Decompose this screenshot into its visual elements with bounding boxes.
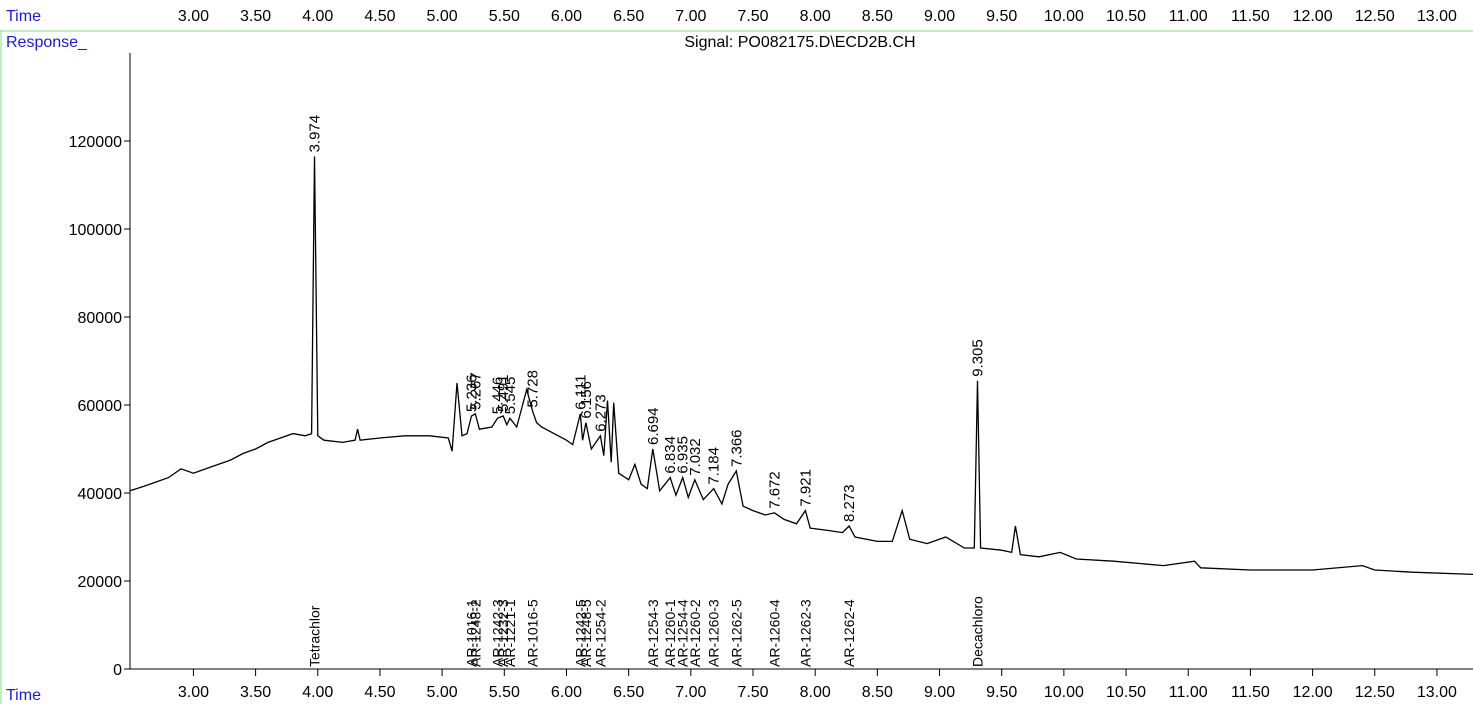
- peak-label: 6.834: [662, 436, 679, 474]
- peak-label: 7.366: [728, 429, 745, 467]
- top-x-tick-label: 11.50: [1231, 8, 1270, 25]
- y-tick-label: 80000: [78, 310, 123, 327]
- y-label: Response_: [6, 34, 88, 51]
- compound-label: Decachloro: [969, 596, 985, 667]
- peak-label: 5.728: [525, 370, 542, 408]
- signal-trace: [129, 156, 1473, 576]
- compound-label: AR-1242-3: [490, 599, 506, 667]
- x-tick-label: 4.50: [364, 684, 395, 701]
- compound-label: AR-1262-4: [841, 599, 857, 667]
- compound-label: AR-1242-5: [572, 599, 588, 667]
- peak-label: 6.111: [572, 374, 589, 409]
- top-x-tick-label: 10.00: [1044, 8, 1084, 25]
- x-tick-label: 8.00: [800, 684, 831, 701]
- peak-label: 9.305: [969, 339, 986, 377]
- top-x-tick-label: 3.00: [178, 8, 209, 25]
- top-x-tick-label: 11.00: [1169, 8, 1208, 25]
- x-tick-label: 5.50: [489, 684, 520, 701]
- chart-title: Signal: PO082175.D\ECD2B.CH: [684, 34, 915, 51]
- x-tick-label: 6.50: [613, 684, 644, 701]
- compound-label: AR-1232-3: [495, 599, 511, 667]
- peak-label: 3.974: [307, 115, 324, 153]
- compound-label: AR-1016-5: [525, 599, 541, 667]
- peak-label: 6.694: [645, 407, 662, 445]
- compound-label: AR-1016-1: [463, 599, 479, 667]
- x-tick-label: 5.00: [427, 684, 458, 701]
- y-tick-label: 60000: [78, 398, 123, 415]
- y-tick-label: 100000: [69, 222, 122, 239]
- top-x-tick-label: 12.00: [1293, 8, 1333, 25]
- y-tick-label: 0: [113, 662, 122, 679]
- x-tick-label: 11.00: [1169, 684, 1208, 701]
- top-x-tick-label: 7.00: [675, 8, 706, 25]
- top-x-tick-label: 3.50: [240, 8, 271, 25]
- x-tick-label: 8.50: [862, 684, 893, 701]
- peak-label: 5.267: [467, 372, 484, 410]
- x-label: Time: [6, 687, 41, 704]
- x-tick-label: 11.50: [1231, 684, 1270, 701]
- peak-label: 8.273: [841, 484, 858, 522]
- peak-label: 6.935: [675, 436, 692, 474]
- compound-label: AR-1248-2: [467, 599, 483, 667]
- x-tick-label: 3.00: [178, 684, 209, 701]
- top-x-tick-label: 7.50: [737, 8, 768, 25]
- x-tick-label: 7.50: [737, 684, 768, 701]
- top-x-tick-label: 4.50: [364, 8, 395, 25]
- peak-label: 5.491: [495, 374, 512, 412]
- top-x-tick-label: 13.00: [1417, 8, 1457, 25]
- compound-label: Tetrachlor: [307, 605, 323, 667]
- peak-label: 7.184: [706, 447, 723, 485]
- peak-label: 6.156: [578, 381, 595, 419]
- compound-label: AR-1260-3: [706, 599, 722, 667]
- compound-label: AR-1221-1: [502, 599, 518, 667]
- top-x-tick-label: 4.00: [302, 8, 333, 25]
- compound-label: AR-1254-2: [592, 599, 608, 667]
- peak-label: 5.236: [463, 374, 480, 412]
- top-x-tick-label: 10.50: [1106, 8, 1146, 25]
- top-x-tick-label: 8.50: [862, 8, 893, 25]
- top-x-label: Time: [6, 8, 41, 25]
- x-tick-label: 9.00: [924, 684, 955, 701]
- x-tick-label: 3.50: [240, 684, 271, 701]
- compound-label: AR-1260-4: [766, 599, 782, 667]
- peak-label: 5.545: [502, 377, 519, 415]
- top-x-tick-label: 8.00: [800, 8, 831, 25]
- top-x-tick-label: 6.00: [551, 8, 582, 25]
- x-tick-label: 12.50: [1355, 684, 1395, 701]
- top-x-tick-label: 9.50: [986, 8, 1017, 25]
- top-x-tick-label: 12.50: [1355, 8, 1395, 25]
- peak-label: 7.032: [687, 438, 704, 476]
- compound-label: AR-1248-5: [578, 599, 594, 667]
- peak-label: 5.446: [490, 377, 507, 415]
- x-tick-label: 10.50: [1106, 684, 1146, 701]
- x-tick-label: 6.00: [551, 684, 582, 701]
- peak-label: 6.273: [592, 394, 609, 432]
- compound-label: AR-1262-3: [797, 599, 813, 667]
- peak-label: 7.672: [766, 471, 783, 509]
- compound-label: AR-1262-5: [728, 599, 744, 667]
- compound-label: AR-1254-3: [645, 599, 661, 667]
- x-tick-label: 13.00: [1417, 684, 1457, 701]
- top-x-tick-label: 9.00: [924, 8, 955, 25]
- compound-label: AR-1260-1: [662, 599, 678, 667]
- x-tick-label: 7.00: [675, 684, 706, 701]
- top-x-tick-label: 5.50: [489, 8, 520, 25]
- top-x-tick-label: 5.00: [427, 8, 458, 25]
- x-tick-label: 10.00: [1044, 684, 1084, 701]
- compound-label: AR-1254-4: [675, 599, 691, 667]
- x-tick-label: 4.00: [302, 684, 333, 701]
- x-tick-label: 9.50: [986, 684, 1017, 701]
- compound-label: AR-1260-2: [687, 599, 703, 667]
- y-tick-label: 40000: [78, 486, 123, 503]
- peak-label: 7.921: [797, 469, 814, 507]
- y-tick-label: 20000: [78, 574, 123, 591]
- x-tick-label: 12.00: [1293, 684, 1333, 701]
- y-tick-label: 120000: [69, 134, 122, 151]
- top-x-tick-label: 6.50: [613, 8, 644, 25]
